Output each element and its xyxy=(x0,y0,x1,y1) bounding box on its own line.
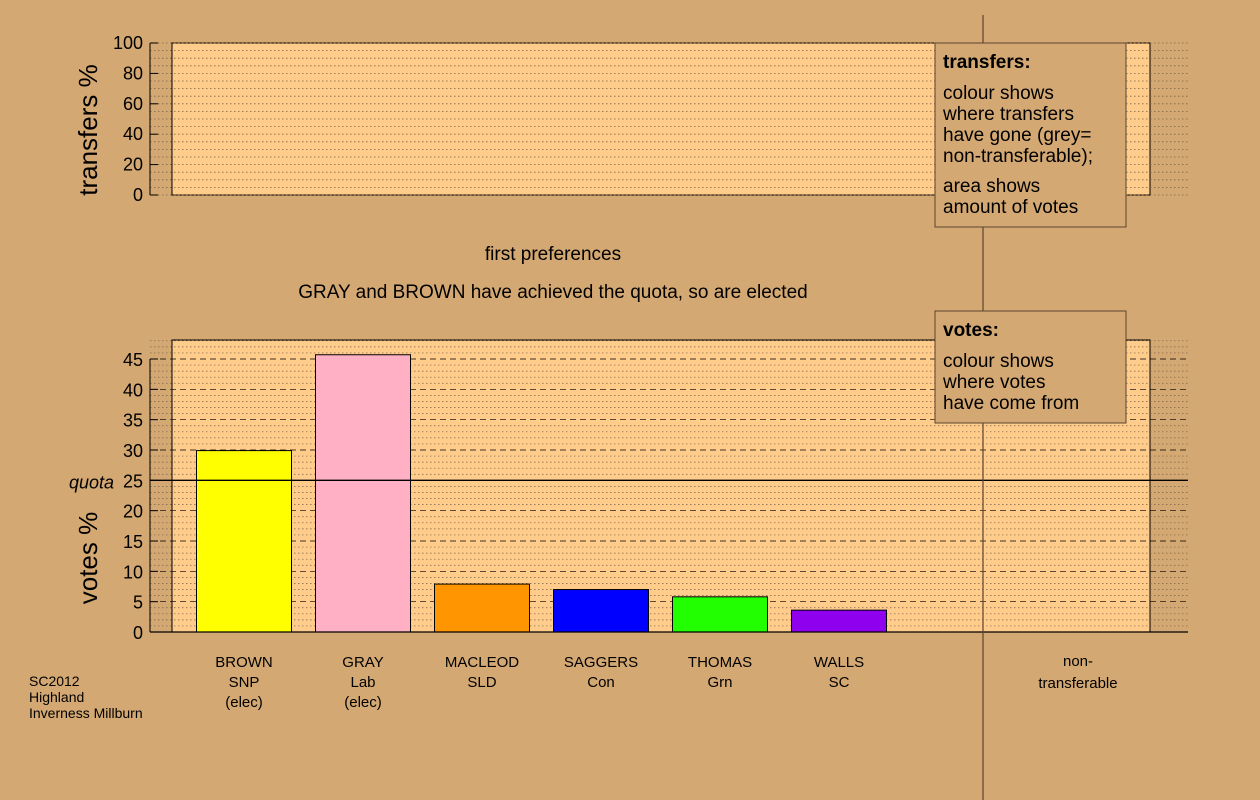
votes-legend-line: colour shows xyxy=(943,351,1054,372)
transfers-legend-box xyxy=(934,42,1127,228)
bar-thomas xyxy=(672,596,768,633)
votes-legend-line: have come from xyxy=(943,393,1079,414)
votes-legend-box xyxy=(934,310,1127,424)
votes-y-axis-title: votes % xyxy=(73,512,103,605)
transfers-legend-line: where transfers xyxy=(942,104,1074,125)
category-label: BROWN xyxy=(215,654,273,671)
transfers-y-tick-label: 60 xyxy=(123,94,143,114)
transfers-legend-line: amount of votes xyxy=(943,197,1078,218)
quota-label: quota xyxy=(69,472,114,492)
transfers-legend-line: colour shows xyxy=(943,83,1054,104)
transfers-y-tick-label: 40 xyxy=(123,124,143,144)
transfers-legend-title: transfers: xyxy=(943,52,1031,73)
votes-y-tick-label: 40 xyxy=(123,380,143,400)
bar-saggers xyxy=(553,589,649,633)
chart-title: first preferences xyxy=(485,244,621,265)
transfers-y-tick-label: 80 xyxy=(123,63,143,83)
bar-gray xyxy=(315,354,411,633)
category-label: GRAY xyxy=(342,654,383,671)
transfers-y-tick-label: 100 xyxy=(113,33,143,53)
category-label: SAGGERS xyxy=(564,654,638,671)
category-label: WALLS xyxy=(814,654,864,671)
votes-y-tick-label: 45 xyxy=(123,350,143,370)
nontransferable-label: transferable xyxy=(1038,675,1117,692)
footer-line: SC2012 xyxy=(29,673,80,689)
category-label: THOMAS xyxy=(688,654,752,671)
category-label: Lab xyxy=(350,674,375,691)
footer-line: Inverness Millburn xyxy=(29,705,143,721)
transfers-legend-line: have gone (grey= xyxy=(943,125,1091,146)
category-label: Grn xyxy=(707,674,732,691)
votes-y-tick-label: 10 xyxy=(123,562,143,582)
votes-legend-title: votes: xyxy=(943,320,999,341)
transfers-y-tick-label: 0 xyxy=(133,185,143,205)
bar-walls xyxy=(791,609,887,633)
votes-y-tick-label: 35 xyxy=(123,411,143,431)
transfers-y-axis-title: transfers % xyxy=(73,64,103,196)
transfers-y-tick-label: 20 xyxy=(123,155,143,175)
votes-legend-line: where votes xyxy=(942,372,1045,393)
votes-y-tick-label: 20 xyxy=(123,502,143,522)
votes-y-tick-label: 0 xyxy=(133,623,143,643)
votes-y-tick-label: 5 xyxy=(133,593,143,613)
transfers-legend-line: area shows xyxy=(943,176,1040,197)
bar-brown xyxy=(196,450,292,633)
votes-y-tick-label: 25 xyxy=(123,471,143,491)
transfers-legend-line: non-transferable); xyxy=(943,146,1093,167)
category-label: Con xyxy=(587,674,615,691)
votes-y-tick-label: 30 xyxy=(123,441,143,461)
category-label: MACLEOD xyxy=(445,654,519,671)
footer-line: Highland xyxy=(29,689,84,705)
votes-y-tick-label: 15 xyxy=(123,532,143,552)
bar-macleod xyxy=(434,583,530,633)
category-label: SNP xyxy=(229,674,260,691)
category-label: (elec) xyxy=(225,694,263,711)
category-label: SC xyxy=(829,674,850,691)
category-label: SLD xyxy=(467,674,496,691)
nontransferable-label: non- xyxy=(1063,653,1093,670)
chart-subtitle: GRAY and BROWN have achieved the quota, … xyxy=(298,282,807,303)
category-label: (elec) xyxy=(344,694,382,711)
